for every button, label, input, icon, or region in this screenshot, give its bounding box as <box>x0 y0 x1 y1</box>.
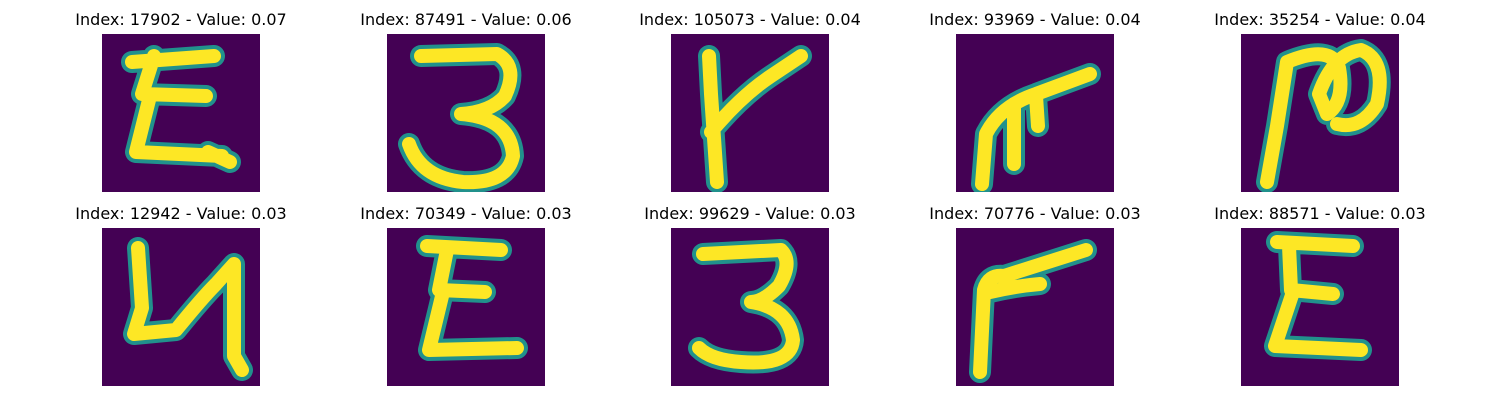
panel-title: Index: 105073 - Value: 0.04 <box>639 10 861 29</box>
panel-title: Index: 35254 - Value: 0.04 <box>1214 10 1426 29</box>
panel-title: Index: 12942 - Value: 0.03 <box>75 204 287 223</box>
glyph-stroke <box>1260 43 1387 189</box>
glyph-stroke <box>702 49 808 189</box>
panel-cell: Index: 35254 - Value: 0.04 <box>1170 0 1470 200</box>
digit-image-svg <box>1241 228 1399 386</box>
digit-image <box>387 228 545 386</box>
glyph-stroke <box>420 239 524 357</box>
panel-cell: Index: 88571 - Value: 0.03 <box>1170 194 1470 394</box>
panel-cell: Index: 70776 - Value: 0.03 <box>885 194 1185 394</box>
digit-image <box>671 228 829 386</box>
panel-title: Index: 99629 - Value: 0.03 <box>644 204 856 223</box>
panel-title: Index: 70776 - Value: 0.03 <box>929 204 1141 223</box>
panel-title: Index: 70349 - Value: 0.03 <box>360 204 572 223</box>
panel-cell: Index: 105073 - Value: 0.04 <box>600 0 900 200</box>
digit-image-svg <box>671 228 829 386</box>
digit-image <box>956 34 1114 192</box>
panel-cell: Index: 12942 - Value: 0.03 <box>31 194 331 394</box>
digit-image <box>102 228 260 386</box>
digit-image-svg <box>102 34 260 192</box>
digit-image-svg <box>387 34 545 192</box>
panel-title: Index: 93969 - Value: 0.04 <box>929 10 1141 29</box>
panel-title: Index: 88571 - Value: 0.03 <box>1214 204 1426 223</box>
digit-image-svg <box>387 228 545 386</box>
digit-image <box>102 34 260 192</box>
digit-image-svg <box>956 34 1114 192</box>
glyph-stroke <box>125 49 237 169</box>
panel-cell: Index: 93969 - Value: 0.04 <box>885 0 1185 200</box>
panel-cell: Index: 87491 - Value: 0.06 <box>316 0 616 200</box>
panel-cell: Index: 70349 - Value: 0.03 <box>316 194 616 394</box>
glyph-stroke <box>402 47 520 190</box>
digit-image <box>956 228 1114 386</box>
panel-cell: Index: 99629 - Value: 0.03 <box>600 194 900 394</box>
panel-cell: Index: 17902 - Value: 0.07 <box>31 0 331 200</box>
glyph-stroke <box>1268 235 1368 357</box>
glyph-stroke <box>127 241 249 377</box>
digit-image <box>1241 34 1399 192</box>
digit-image <box>671 34 829 192</box>
digit-image-svg <box>671 34 829 192</box>
digit-image-svg <box>1241 34 1399 192</box>
digit-image-svg <box>102 228 260 386</box>
panel-title: Index: 17902 - Value: 0.07 <box>75 10 287 29</box>
glyph-stroke <box>692 243 800 370</box>
digit-image-svg <box>956 228 1114 386</box>
digit-image <box>387 34 545 192</box>
glyph-stroke <box>975 67 1097 191</box>
glyph-stroke <box>973 243 1093 379</box>
panel-title: Index: 87491 - Value: 0.06 <box>360 10 572 29</box>
digit-image <box>1241 228 1399 386</box>
